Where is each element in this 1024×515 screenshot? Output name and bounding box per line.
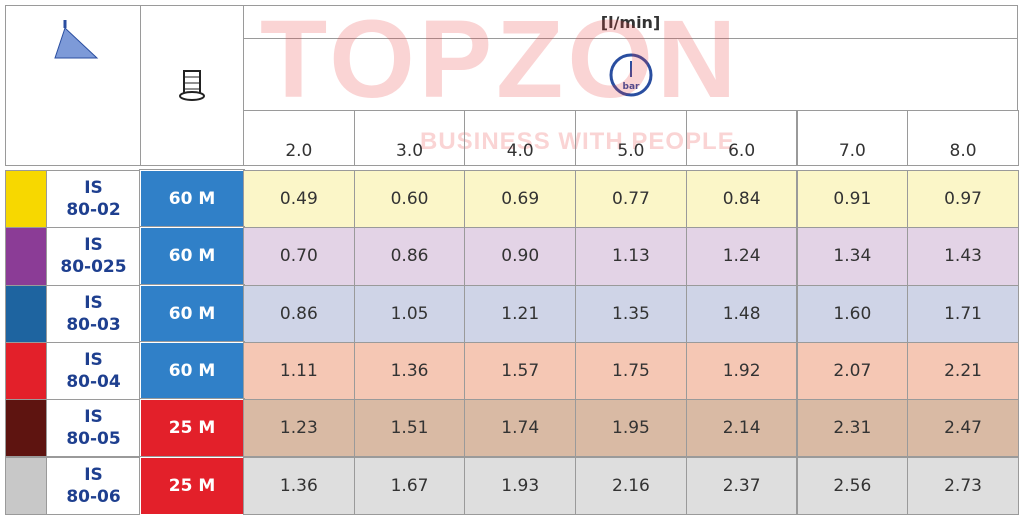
flow-value: 0.77 xyxy=(575,170,687,229)
model: IS 80-05 xyxy=(46,399,141,458)
model: IS 80-04 xyxy=(46,341,141,401)
nozzle-header xyxy=(5,5,141,166)
flow-value: 1.74 xyxy=(464,399,577,458)
flow-value: 1.21 xyxy=(464,284,577,343)
pressure: 3.0 xyxy=(353,110,466,166)
flow-value: 2.47 xyxy=(907,399,1019,458)
flow-value: 1.67 xyxy=(353,456,466,515)
spray-icon xyxy=(54,20,99,59)
gauge-header: bar xyxy=(243,38,1018,111)
flow-value: 1.93 xyxy=(464,456,577,515)
gauge-icon: bar xyxy=(609,53,652,96)
filter: 60 M xyxy=(139,340,245,402)
color-swatch xyxy=(5,399,47,458)
flow-value: 0.97 xyxy=(907,170,1019,229)
flow-value: 0.84 xyxy=(685,170,798,229)
flow-value: 2.56 xyxy=(796,456,909,515)
flow-value: 1.57 xyxy=(464,341,577,401)
flow-value: 1.36 xyxy=(353,341,466,401)
flow-value: 1.13 xyxy=(575,227,687,286)
flow-value: 1.24 xyxy=(685,227,798,286)
flow-value: 0.86 xyxy=(243,284,355,343)
flow-value: 0.70 xyxy=(243,227,355,286)
flow-value: 1.75 xyxy=(575,341,687,401)
flow-value: 1.05 xyxy=(353,284,466,343)
model: IS 80-06 xyxy=(46,456,141,515)
flow-value: 0.91 xyxy=(796,170,909,229)
model-line: IS xyxy=(84,235,103,256)
flow-value: 1.71 xyxy=(907,284,1019,343)
flow-value: 1.43 xyxy=(907,227,1019,286)
model-line: IS xyxy=(84,178,103,199)
filter: 60 M xyxy=(139,168,245,230)
model-line: IS xyxy=(84,349,103,370)
flow-value: 2.31 xyxy=(796,399,909,458)
gauge-label: bar xyxy=(622,82,640,92)
unit: [l/min] xyxy=(243,5,1018,39)
pressure: 7.0 xyxy=(796,110,909,166)
pressure: 8.0 xyxy=(907,110,1019,166)
filter: 25 M xyxy=(139,398,245,459)
model-line: 80-025 xyxy=(60,257,127,278)
model-line: 80-05 xyxy=(66,429,121,450)
model: IS 80-025 xyxy=(46,227,141,286)
color-swatch xyxy=(5,456,47,515)
model: IS 80-03 xyxy=(46,284,141,343)
flow-value: 1.60 xyxy=(796,284,909,343)
color-swatch xyxy=(5,284,47,343)
filter: 60 M xyxy=(139,226,245,287)
pressure: 5.0 xyxy=(575,110,687,166)
color-swatch xyxy=(5,341,47,401)
pressure: 2.0 xyxy=(243,110,355,166)
flow-value: 2.07 xyxy=(796,341,909,401)
flow-value: 2.21 xyxy=(907,341,1019,401)
color-swatch xyxy=(5,170,47,229)
flow-value: 1.34 xyxy=(796,227,909,286)
model-line: 80-03 xyxy=(66,314,121,335)
flow-value: 0.86 xyxy=(353,227,466,286)
flow-value: 0.60 xyxy=(353,170,466,229)
flow-value: 1.92 xyxy=(685,341,798,401)
filter-icon xyxy=(179,69,205,101)
model-line: 80-04 xyxy=(66,372,121,393)
pressure: 4.0 xyxy=(464,110,577,166)
flow-value: 1.23 xyxy=(243,399,355,458)
flow-value: 1.35 xyxy=(575,284,687,343)
filter: 60 M xyxy=(139,283,245,344)
model-line: IS xyxy=(84,407,103,428)
flow-value: 0.90 xyxy=(464,227,577,286)
flow-value: 1.48 xyxy=(685,284,798,343)
model-line: 80-06 xyxy=(66,486,121,507)
flow-value: 2.16 xyxy=(575,456,687,515)
flow-value: 0.49 xyxy=(243,170,355,229)
flow-value: 2.37 xyxy=(685,456,798,515)
filter-header xyxy=(140,5,244,166)
flow-value: 0.69 xyxy=(464,170,577,229)
model-line: IS xyxy=(84,292,103,313)
model-line: IS xyxy=(84,464,103,485)
flow-value: 2.73 xyxy=(907,456,1019,515)
pressure: 6.0 xyxy=(685,110,798,166)
flow-value: 1.51 xyxy=(353,399,466,458)
model-line: 80-02 xyxy=(66,200,121,221)
filter: 25 M xyxy=(139,455,245,515)
flow-value: 2.14 xyxy=(685,399,798,458)
color-swatch xyxy=(5,227,47,286)
model: IS 80-02 xyxy=(46,170,141,229)
flow-value: 1.36 xyxy=(243,456,355,515)
flow-value: 1.95 xyxy=(575,399,687,458)
flow-value: 1.11 xyxy=(243,341,355,401)
